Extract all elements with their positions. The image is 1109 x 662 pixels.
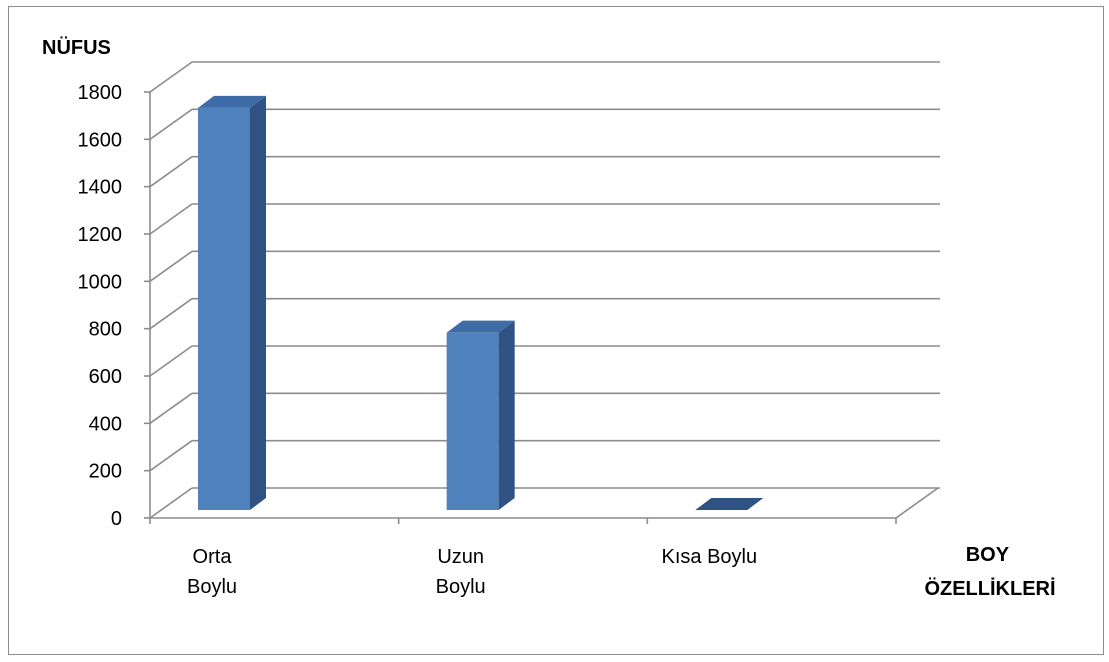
gridline-wall xyxy=(149,156,193,188)
y-tick-label: 400 xyxy=(89,413,122,435)
y-tick-label: 200 xyxy=(89,461,122,483)
x-tick-label: Kısa Boylu xyxy=(662,546,758,568)
bar-top xyxy=(695,498,764,510)
y-tick-label: 1600 xyxy=(78,129,123,151)
y-tick-label: 600 xyxy=(89,366,122,388)
gridline-wall xyxy=(149,392,193,424)
bar-front xyxy=(446,332,499,510)
bar-side xyxy=(498,320,515,510)
y-tick-label: 1400 xyxy=(78,177,123,199)
chart-frame xyxy=(8,6,1104,655)
bar-top xyxy=(198,95,266,108)
y-tick-label: 1000 xyxy=(78,271,123,293)
gridlines xyxy=(149,61,940,519)
gridline-wall xyxy=(149,440,193,472)
gridline-wall xyxy=(149,108,193,140)
bar xyxy=(695,498,764,510)
bar xyxy=(446,320,515,510)
x-tick-label: Orta Boylu xyxy=(187,546,237,598)
x-tick-label: Uzun Boylu xyxy=(436,546,486,598)
bar-side xyxy=(250,95,266,510)
bar-top xyxy=(446,320,515,333)
x-tick-labels: Orta Boylu Uzun Boylu Kısa Boylu xyxy=(187,546,757,598)
axes xyxy=(144,91,939,524)
gridline-wall xyxy=(149,203,193,235)
y-tick-label: 1800 xyxy=(78,82,123,104)
gridline-wall xyxy=(149,61,193,93)
x-axis-title-line-1: BOY xyxy=(966,544,1010,566)
y-tick-labels: 0 200 400 600 800 1000 1200 1400 1600 1800 xyxy=(78,82,123,530)
y-tick-label: 1200 xyxy=(78,224,123,246)
y-axis-title: NÜFUS xyxy=(42,36,111,59)
y-tick-label: 800 xyxy=(89,319,122,341)
gridline-wall xyxy=(149,250,193,282)
gridline-wall xyxy=(149,487,193,519)
bar-front xyxy=(198,107,250,510)
y-tick-label: 0 xyxy=(111,508,122,530)
gridline-wall xyxy=(149,298,193,330)
x-axis-title: BOY ÖZELLİKLERİ xyxy=(924,544,1055,600)
floor-right-edge xyxy=(895,487,939,519)
gridline-wall xyxy=(149,345,193,377)
x-axis-title-line-2: ÖZELLİKLERİ xyxy=(924,577,1055,600)
bars xyxy=(198,95,764,510)
bar xyxy=(198,95,266,510)
